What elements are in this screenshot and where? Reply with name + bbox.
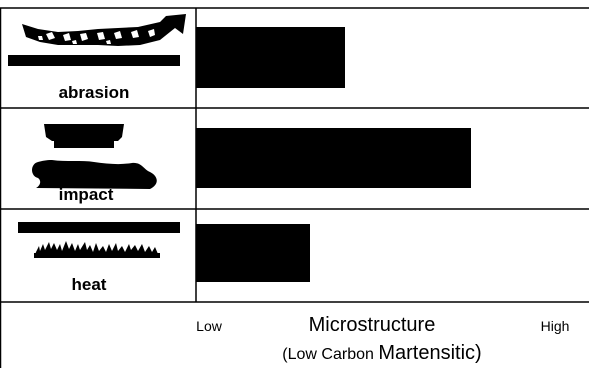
x-axis-low-label: Low [196, 318, 223, 334]
category-label-impact: impact [59, 185, 114, 204]
x-axis-high-label: High [541, 318, 570, 334]
x-axis-subtitle-main: Martensitic) [378, 342, 481, 364]
category-label-heat: heat [72, 275, 107, 294]
abrasion-icon [8, 14, 186, 66]
bars-group [196, 27, 471, 282]
heat-icon [18, 222, 180, 258]
x-axis-subtitle-prefix: (Low Carbon [282, 346, 378, 363]
x-axis-subtitle: (Low Carbon Martensitic) [282, 342, 481, 364]
category-label-abrasion: abrasion [59, 83, 130, 102]
bar-impact [196, 128, 471, 188]
x-axis-title: Microstructure [309, 314, 436, 336]
bar-abrasion [196, 27, 345, 88]
impact-icon [32, 124, 157, 189]
bar-heat [196, 224, 310, 282]
